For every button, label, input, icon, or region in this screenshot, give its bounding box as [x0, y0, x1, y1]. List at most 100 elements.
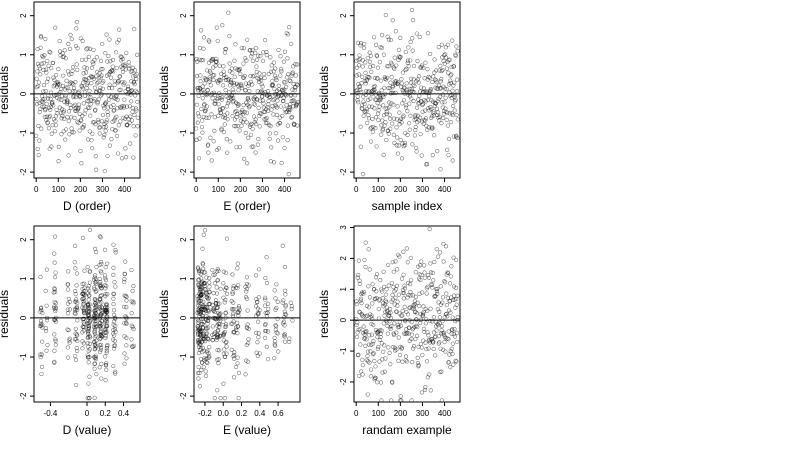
- data-point: [45, 58, 50, 64]
- data-point: [45, 342, 50, 348]
- data-point: [441, 241, 446, 247]
- data-point: [122, 80, 127, 85]
- data-point: [224, 291, 230, 296]
- x-tick-label: -0.2: [198, 409, 212, 418]
- data-point: [446, 152, 451, 158]
- data-point: [103, 330, 108, 335]
- data-point: [272, 96, 277, 102]
- data-point: [211, 139, 216, 144]
- data-point: [225, 111, 230, 116]
- data-point: [263, 295, 268, 300]
- data-point: [393, 295, 398, 300]
- data-point: [372, 84, 377, 89]
- data-point: [256, 105, 261, 110]
- data-point: [240, 107, 245, 113]
- data-point: [421, 65, 426, 70]
- x-tick-label: 200: [394, 409, 408, 418]
- data-point: [196, 283, 201, 288]
- data-point: [376, 344, 381, 350]
- data-point: [66, 118, 71, 124]
- data-point: [264, 49, 269, 55]
- data-point: [74, 345, 79, 351]
- data-point: [373, 364, 378, 369]
- data-point: [431, 111, 436, 116]
- data-point: [279, 88, 285, 93]
- data-point: [438, 79, 443, 84]
- data-point: [98, 294, 103, 299]
- data-point: [379, 328, 384, 333]
- data-point: [200, 130, 205, 135]
- data-point: [108, 75, 114, 80]
- data-point: [453, 53, 458, 59]
- data-point: [283, 311, 288, 317]
- data-point: [216, 95, 221, 100]
- data-point: [111, 322, 116, 327]
- data-point: [42, 53, 47, 58]
- data-point: [230, 113, 235, 119]
- data-point: [425, 330, 430, 335]
- data-point: [87, 288, 92, 293]
- data-point: [435, 291, 440, 296]
- data-point: [272, 356, 277, 361]
- data-point: [40, 322, 45, 327]
- data-point: [233, 364, 239, 370]
- data-point: [454, 359, 459, 364]
- data-point: [218, 286, 223, 291]
- data-point: [196, 282, 201, 287]
- data-point: [95, 69, 100, 74]
- data-point: [387, 116, 393, 121]
- data-point: [78, 36, 83, 41]
- data-point: [295, 99, 300, 105]
- data-point: [119, 104, 124, 109]
- data-point: [283, 304, 288, 309]
- data-point: [98, 347, 103, 352]
- data-point: [66, 109, 72, 114]
- data-point: [71, 85, 77, 91]
- data-point: [269, 63, 274, 68]
- data-point: [196, 337, 201, 343]
- data-point: [384, 305, 389, 310]
- data-point: [455, 77, 460, 82]
- data-point: [370, 301, 375, 306]
- data-point: [367, 360, 372, 365]
- data-point: [438, 63, 443, 68]
- data-point: [211, 308, 216, 314]
- data-point: [412, 83, 417, 89]
- data-point: [215, 323, 220, 328]
- data-point: [385, 262, 391, 268]
- data-point: [98, 307, 104, 313]
- data-point: [107, 143, 113, 148]
- data-point: [72, 311, 77, 316]
- data-point: [243, 130, 248, 136]
- data-point: [396, 292, 402, 297]
- data-point: [408, 58, 413, 63]
- data-point: [39, 352, 44, 357]
- data-point: [442, 278, 447, 284]
- data-point: [412, 304, 417, 309]
- data-point: [426, 346, 431, 351]
- data-point: [213, 301, 218, 306]
- data-point: [418, 85, 424, 90]
- data-point: [72, 353, 78, 359]
- data-point: [44, 318, 50, 323]
- data-point: [113, 250, 118, 255]
- data-point: [442, 100, 447, 105]
- data-point: [270, 82, 276, 88]
- data-point: [80, 330, 85, 335]
- data-point: [381, 103, 386, 108]
- data-point: [416, 74, 422, 79]
- data-point: [256, 53, 261, 58]
- data-point: [231, 300, 236, 305]
- data-point: [376, 306, 381, 312]
- data-point: [197, 332, 203, 337]
- data-point: [132, 112, 137, 117]
- data-point: [250, 58, 255, 63]
- data-point: [412, 324, 417, 330]
- data-point: [294, 81, 299, 86]
- data-point: [67, 89, 72, 94]
- data-point: [66, 41, 71, 47]
- data-point: [211, 65, 216, 70]
- y-tick-label: -1: [179, 353, 188, 361]
- data-point: [38, 321, 44, 326]
